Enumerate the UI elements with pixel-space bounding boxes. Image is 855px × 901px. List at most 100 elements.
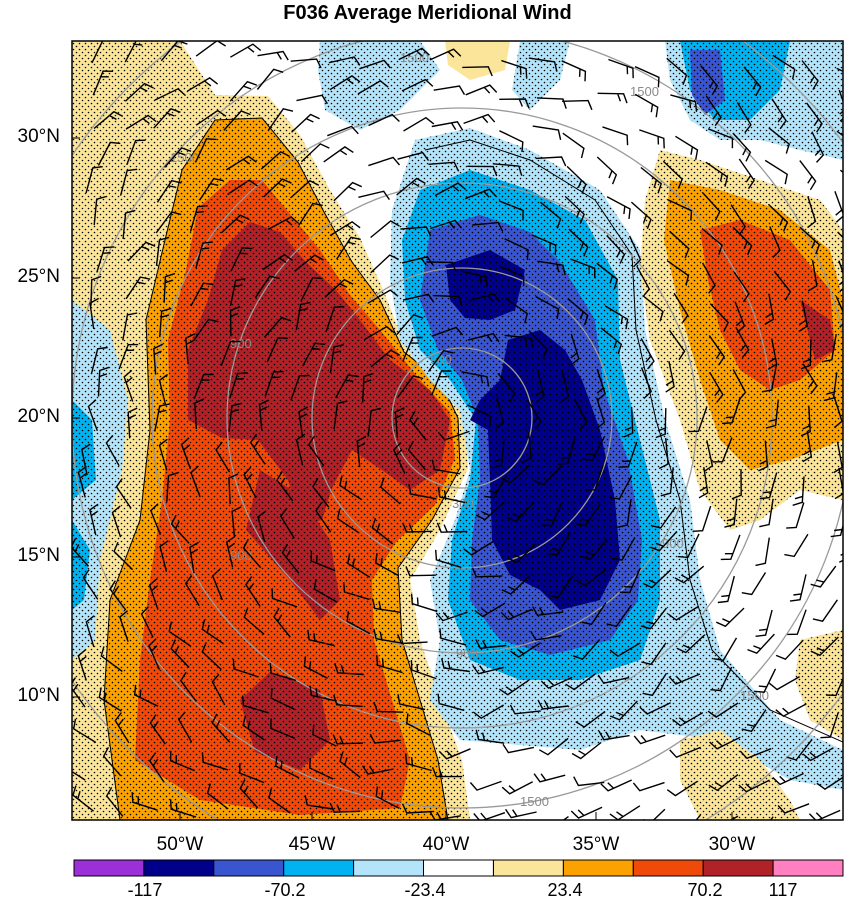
wind-barb (229, 80, 258, 102)
wind-barb (623, 406, 634, 438)
wind-barb (823, 372, 838, 402)
wind-barb (155, 211, 182, 234)
wind-barb (243, 466, 257, 499)
wind-barb (405, 566, 436, 577)
wind-barb (497, 372, 516, 403)
wind-barb (733, 271, 750, 303)
wind-barb (402, 336, 423, 362)
wind-barb (230, 247, 253, 272)
wind-barb (123, 369, 134, 402)
wind-barb (466, 404, 492, 427)
wind-barb (509, 704, 541, 715)
wind-barb (533, 773, 566, 783)
wind-barb (632, 781, 665, 792)
wind-barb (619, 568, 641, 594)
wind-barb (441, 658, 470, 673)
wind-barb (618, 441, 638, 468)
wind-barb (475, 639, 507, 650)
colorbar-swatch (702, 859, 774, 877)
wind-barb (263, 316, 292, 338)
wind-barb (72, 537, 90, 567)
wind-barb (499, 265, 525, 287)
wind-barb (309, 685, 337, 702)
wind-barb (90, 275, 102, 306)
latitude-label: 25°N (17, 266, 60, 287)
wind-barb (398, 47, 430, 61)
wind-barb (771, 98, 787, 130)
wind-barb (193, 318, 219, 342)
wind-barb (472, 704, 504, 720)
colorbar-label: 117 (768, 880, 798, 900)
wind-barb (530, 630, 562, 641)
wind-barb (232, 658, 259, 678)
wind-barb (755, 537, 770, 567)
wind-barb (755, 609, 773, 637)
wind-barb (562, 132, 585, 159)
colorbar-swatch (283, 859, 355, 877)
wind-barb (708, 774, 739, 792)
wind-barb (201, 619, 225, 645)
wind-barb (666, 780, 698, 797)
wind-barb (764, 293, 775, 326)
wind-barb (759, 498, 774, 528)
wind-barb (367, 289, 399, 304)
wind-barb (109, 580, 127, 611)
wind-barb (264, 370, 284, 397)
wind-barb (303, 656, 328, 679)
wind-barb (148, 578, 159, 610)
wind-barb (633, 734, 666, 745)
wind-barb (754, 668, 777, 693)
wind-barb (609, 642, 641, 658)
wind-barb (72, 718, 97, 744)
wind-barb (802, 363, 818, 395)
wind-barb (363, 325, 395, 341)
wind-barb (195, 109, 227, 126)
colorbar-swatch (353, 859, 425, 877)
wind-barb (717, 575, 735, 604)
wind-barb (606, 604, 632, 628)
wind-barb (602, 126, 629, 146)
wind-barb (536, 97, 567, 109)
wind-barb (609, 700, 638, 721)
wind-barb (431, 370, 452, 396)
wind-barb (125, 114, 157, 130)
wind-barb (606, 235, 626, 264)
wind-barb (435, 611, 468, 622)
wind-barb (396, 177, 426, 196)
wind-barb (178, 711, 193, 743)
ring-label: 1500 (630, 84, 659, 99)
wind-barb (669, 746, 701, 759)
wind-barb (370, 349, 400, 368)
wind-barb (575, 569, 607, 587)
wind-barb (565, 673, 596, 691)
wind-barb (270, 688, 295, 711)
wind-barb (772, 54, 796, 80)
wind-barb (581, 602, 607, 626)
wind-barb (665, 361, 675, 393)
wind-barb (787, 609, 807, 636)
wind-barb (249, 433, 266, 465)
wind-barb (180, 437, 192, 470)
wind-barb (617, 499, 632, 528)
wind-barb (807, 196, 817, 229)
wind-barb (310, 550, 336, 572)
wind-barb (127, 241, 156, 262)
wind-barb (397, 375, 424, 398)
wind-barb (810, 565, 837, 588)
wind-barb (600, 327, 623, 355)
wind-barb (528, 57, 558, 72)
wind-barb (324, 278, 354, 298)
wind-barb (158, 373, 169, 406)
wind-barb (573, 776, 605, 787)
wind-barb (630, 201, 652, 229)
wind-barb (483, 474, 508, 499)
wind-barb (190, 465, 201, 498)
wind-barb (462, 66, 493, 77)
wind-barb (111, 505, 122, 538)
wind-barb (784, 533, 809, 558)
wind-barb (370, 220, 400, 239)
wind-barb (713, 637, 738, 662)
wind-barb (668, 673, 701, 685)
colorbar-label: 23.4 (547, 880, 583, 900)
wind-barb (329, 75, 361, 91)
